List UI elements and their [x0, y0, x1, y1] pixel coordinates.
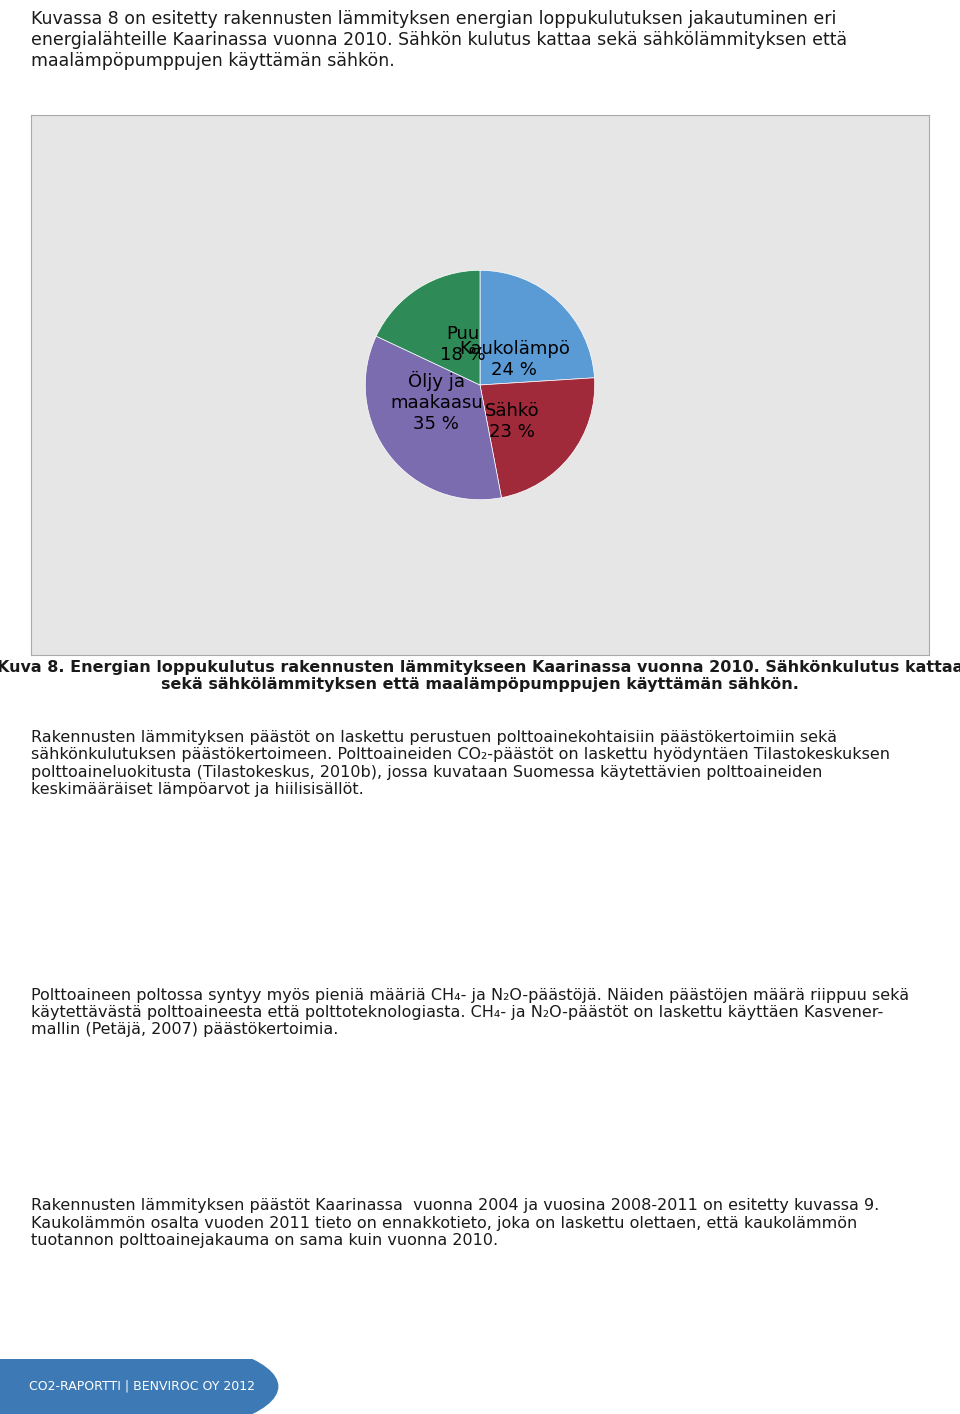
Text: Öljy ja
maakaasu
35 %: Öljy ja maakaasu 35 %: [390, 372, 483, 433]
Text: Kuvassa 8 on esitetty rakennusten lämmityksen energian loppukulutuksen jakautumi: Kuvassa 8 on esitetty rakennusten lämmit…: [31, 10, 847, 69]
Text: Kuva 8. Energian loppukulutus rakennusten lämmitykseen Kaarinassa vuonna 2010. S: Kuva 8. Energian loppukulutus rakennuste…: [0, 660, 960, 693]
Text: Puu
18 %: Puu 18 %: [440, 325, 486, 365]
Wedge shape: [480, 270, 594, 385]
Text: Rakennusten lämmityksen päästöt on laskettu perustuen polttoainekohtaisiin pääst: Rakennusten lämmityksen päästöt on laske…: [31, 730, 890, 797]
Text: Sähkö
23 %: Sähkö 23 %: [485, 403, 540, 441]
Text: CO2-RAPORTTI | BENVIROC OY 2012: CO2-RAPORTTI | BENVIROC OY 2012: [29, 1380, 254, 1393]
Text: Polttoaineen poltossa syntyy myös pieniä määriä CH₄- ja N₂O-päästöjä. Näiden pää: Polttoaineen poltossa syntyy myös pieniä…: [31, 987, 909, 1038]
Wedge shape: [376, 270, 480, 385]
Ellipse shape: [0, 1338, 278, 1414]
Wedge shape: [366, 337, 501, 499]
Text: Kaukolämpö
24 %: Kaukolämpö 24 %: [459, 341, 570, 379]
Text: Rakennusten lämmityksen päästöt Kaarinassa  vuonna 2004 ja vuosina 2008-2011 on : Rakennusten lämmityksen päästöt Kaarinas…: [31, 1199, 879, 1249]
Wedge shape: [480, 378, 594, 498]
Text: 15: 15: [900, 1376, 931, 1397]
